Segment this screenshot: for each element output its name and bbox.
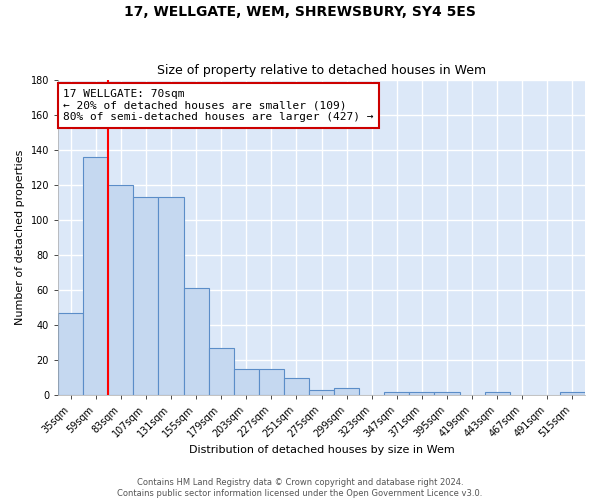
Bar [209, 348, 234, 396]
Bar [409, 392, 434, 396]
Title: Size of property relative to detached houses in Wem: Size of property relative to detached ho… [157, 64, 486, 77]
Bar [158, 197, 184, 396]
Bar [108, 185, 133, 396]
Bar [284, 378, 309, 396]
Bar [309, 390, 334, 396]
Bar [384, 392, 409, 396]
Text: 17 WELLGATE: 70sqm
← 20% of detached houses are smaller (109)
80% of semi-detach: 17 WELLGATE: 70sqm ← 20% of detached hou… [64, 89, 374, 122]
Text: 17, WELLGATE, WEM, SHREWSBURY, SY4 5ES: 17, WELLGATE, WEM, SHREWSBURY, SY4 5ES [124, 5, 476, 19]
Bar [234, 369, 259, 396]
X-axis label: Distribution of detached houses by size in Wem: Distribution of detached houses by size … [188, 445, 454, 455]
Bar [334, 388, 359, 396]
Bar [259, 369, 284, 396]
Bar [58, 313, 83, 396]
Bar [560, 392, 585, 396]
Bar [83, 157, 108, 396]
Text: Contains HM Land Registry data © Crown copyright and database right 2024.
Contai: Contains HM Land Registry data © Crown c… [118, 478, 482, 498]
Y-axis label: Number of detached properties: Number of detached properties [15, 150, 25, 325]
Bar [434, 392, 460, 396]
Bar [133, 197, 158, 396]
Bar [184, 288, 209, 396]
Bar [485, 392, 510, 396]
